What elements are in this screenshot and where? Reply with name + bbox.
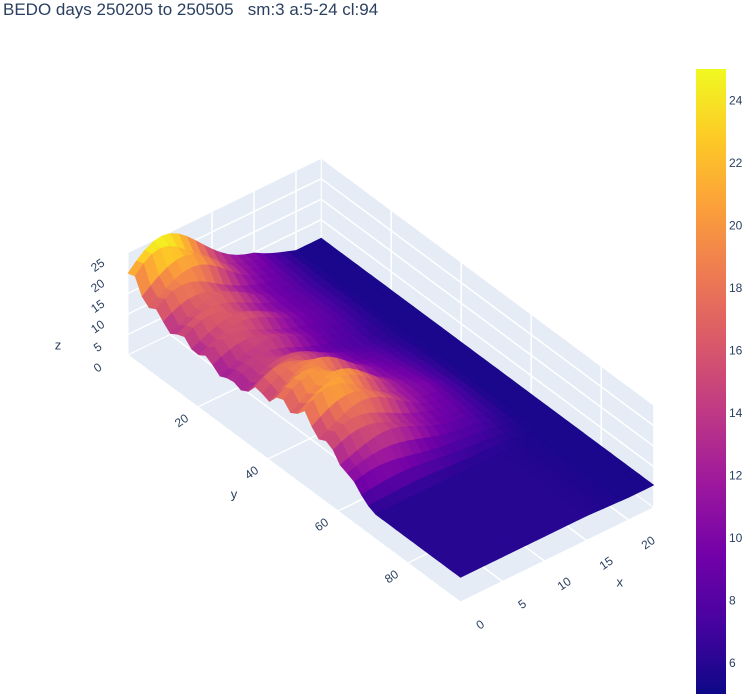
y-axis-title: y [231, 486, 238, 501]
x-tick-label: 0 [473, 617, 487, 632]
colorbar-tick-label: 22 [729, 156, 743, 170]
colorbar-tick-label: 18 [729, 281, 743, 295]
colorbar-tick-label: 14 [729, 406, 743, 420]
y-tick-label: 20 [172, 411, 191, 430]
x-tick-label: 5 [515, 596, 529, 611]
x-tick-label: 15 [597, 553, 616, 572]
grid-line [320, 198, 655, 447]
z-axis-title: z [55, 338, 62, 353]
surface-patch [452, 567, 470, 578]
y-tick-label: 40 [242, 463, 261, 482]
chart-title: BEDO days 250205 to 250505 sm:3 a:5-24 c… [3, 0, 379, 19]
colorbar: 6 8 10 12 14 16 18 20 22 24 [696, 69, 743, 694]
z-tick-label: 10 [88, 317, 107, 336]
z-tick-label: 0 [91, 360, 105, 375]
surface-layer [127, 233, 655, 578]
x-axis-title: x [616, 575, 623, 590]
colorbar-tick-label: 12 [729, 468, 743, 482]
x-tick-label: 20 [639, 533, 658, 552]
y-tick-label: 80 [382, 567, 401, 586]
colorbar-tick-label: 8 [729, 593, 736, 607]
x-tick-label: 10 [555, 574, 574, 593]
colorbar-tick-label: 16 [729, 343, 743, 357]
grid-line [320, 178, 655, 427]
colorbar-tick-label: 6 [729, 656, 736, 670]
colorbar-tick-label: 24 [729, 93, 743, 107]
z-tick-label: 15 [88, 296, 107, 315]
colorbar-gradient [696, 69, 726, 694]
z-tick-label: 5 [91, 339, 105, 354]
grid-line [320, 219, 655, 468]
z-tick-label: 20 [88, 276, 107, 295]
colorbar-tick-label: 20 [729, 218, 743, 232]
z-tick-label: 25 [88, 255, 107, 274]
y-tick-label: 60 [312, 515, 331, 534]
colorbar-tick-label: 10 [729, 531, 743, 545]
